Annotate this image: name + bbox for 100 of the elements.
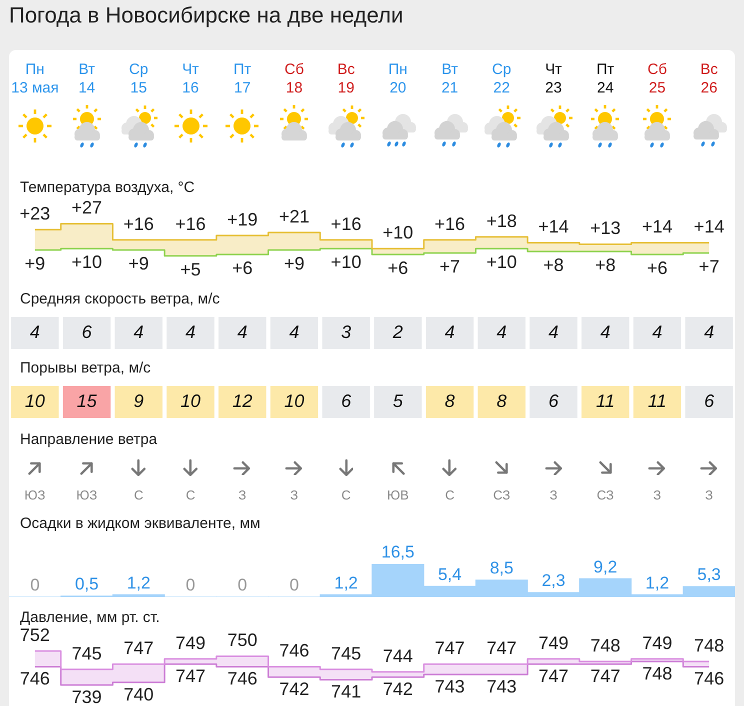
x-tick-label: Чт 23 [545,60,562,97]
text: З [550,488,558,503]
x-tick-label: Вт 14 [78,60,96,97]
data-label: +18 [486,210,517,231]
text: СЗ [596,488,614,503]
data-label: 16,5 [381,542,414,562]
text: С [186,488,196,503]
data-label: 9 [134,391,144,411]
data-label: 5,3 [697,565,721,584]
data-label: 15 [76,391,98,411]
x-tick-label: Вс 19 [337,60,356,97]
data-label: 1,2 [645,573,670,592]
data-label: 747 [124,638,154,658]
text: С [445,488,454,503]
data-label: 742 [279,679,310,700]
x-tick-label: Пт 17 [234,60,252,97]
x-tick-label: Пн 13 мая [11,60,59,97]
x-tick-label: Вс 26 [700,60,718,97]
data-label: +10 [72,252,102,272]
data-label: 10 [24,391,45,411]
data-label: 741 [331,682,362,702]
data-label: 4 [185,322,196,342]
data-label: 6 [82,322,93,342]
x-tick-label: Ср 15 [129,60,148,97]
data-label: 4 [237,322,248,342]
x-tick-label: Вт 21 [441,60,458,97]
data-label: 4 [30,322,40,342]
data-label: 747 [175,666,206,686]
data-label: 11 [596,391,615,411]
text: ЮВ [387,488,409,503]
data-label: +6 [388,258,408,278]
data-label: +21 [278,206,310,226]
data-label: 4 [289,322,300,342]
data-label: +16 [123,214,154,234]
data-label: 8,5 [490,558,514,578]
data-label: 752 [20,624,50,645]
data-label: +8 [543,254,564,275]
data-label: 2 [392,322,403,342]
data-label: 2,3 [542,571,566,590]
data-label: +14 [694,216,724,237]
data-label: 5 [392,391,404,411]
data-label: 746 [694,668,724,689]
x-tick-label: Чт 16 [182,60,200,97]
data-label: 745 [72,643,102,664]
data-label: 6 [548,391,560,411]
data-label: +9 [24,254,46,274]
data-label: 748 [694,635,724,656]
x-tick-label: Сб 18 [284,60,304,97]
data-label: 749 [642,632,672,653]
text: ЮЗ [76,488,98,503]
data-label: 746 [279,640,310,661]
data-label: 4 [548,322,559,342]
text: З [705,488,714,503]
data-label: +7 [440,256,460,276]
data-label: 746 [20,668,50,689]
data-label: 5,4 [438,564,462,584]
data-label: 6 [341,391,352,411]
data-label: 747 [590,666,620,686]
data-label: 747 [538,666,569,686]
data-label: 743 [434,676,465,697]
data-label: +9 [284,254,304,274]
data-label: +10 [486,252,517,272]
data-label: +9 [128,254,149,274]
data-label: 9,2 [594,557,618,576]
x-tick-label: Пт 24 [596,60,614,97]
data-label: 1,2 [334,573,358,592]
data-label: 747 [434,638,465,658]
data-label: +7 [698,256,720,276]
data-label: 748 [642,663,672,684]
text: З [653,488,662,503]
data-label: 4 [600,322,610,342]
data-label: +23 [20,204,50,224]
data-label: 10 [284,391,304,411]
x-tick-label: Сб 25 [647,60,667,97]
data-label: 4 [652,322,662,342]
data-label: +19 [227,209,258,230]
data-label: 749 [175,632,206,653]
data-label: 750 [227,630,258,650]
data-label: +6 [646,258,668,278]
data-label: 4 [704,322,714,342]
data-label: 0 [238,576,248,595]
chart-title: Погода в Новосибирске на две недели [9,2,404,28]
data-label: 743 [486,676,517,697]
data-label: 748 [590,635,620,656]
data-label: 1,2 [126,573,150,592]
data-label: +6 [232,258,253,278]
data-label: +10 [382,222,414,243]
data-label: 0,5 [74,574,99,594]
y-axis-title: Давление, мм рт. ст. [20,609,160,626]
text: СЗ [493,488,510,503]
data-label: +14 [538,216,569,237]
data-label: 11 [648,391,667,411]
data-label: 4 [496,322,507,342]
data-label: 4 [444,322,455,342]
data-label: +5 [180,259,201,280]
text: З [290,488,298,503]
y-axis-title: Осадки в жидком эквиваленте, мм [20,515,260,532]
data-label: 739 [72,686,102,706]
data-label: +16 [330,214,362,234]
data-label: 8 [444,391,455,411]
